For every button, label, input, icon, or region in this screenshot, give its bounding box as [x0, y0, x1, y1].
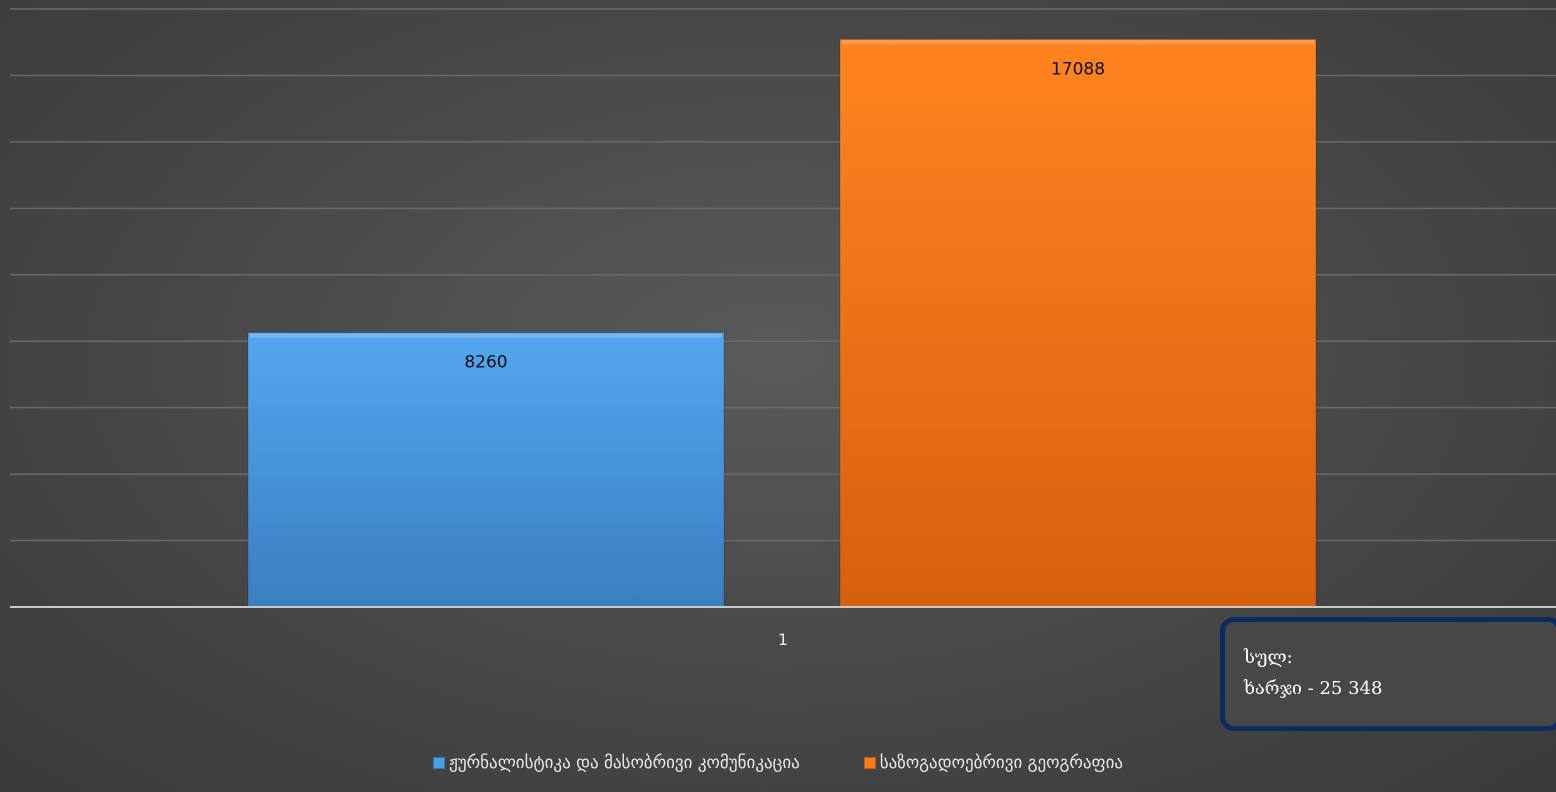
bar-0	[247, 332, 725, 608]
legend: ჟურნალისტიკა და მასობრივი კომუნიკაცია სა…	[0, 750, 1556, 776]
x-tick-label: 1	[778, 630, 788, 649]
annotation-line-total: სულ:	[1244, 647, 1293, 668]
bar-bevel	[250, 333, 722, 338]
bar-data-label: 8260	[464, 353, 507, 373]
annotation-line-cost: ხარჯი - 25 348	[1244, 678, 1383, 699]
bar-data-label: 17088	[1051, 59, 1105, 79]
legend-label: ჟურნალისტიკა და მასობრივი კომუნიკაცია	[448, 753, 800, 773]
bar-chart: 8260 17088 1	[10, 8, 1556, 649]
gridlines	[10, 8, 1556, 542]
legend-item-geography: საზოგადოებრივი გეოგრაფია	[863, 753, 1124, 773]
bar-bevel	[842, 40, 1314, 45]
legend-label: საზოგადოებრივი გეოგრაფია	[879, 753, 1124, 773]
legend-swatch-orange	[863, 757, 876, 769]
legend-swatch-blue	[432, 757, 445, 769]
bars: 8260 17088	[247, 38, 1317, 608]
bar-1	[839, 38, 1317, 608]
total-annotation-box: სულ: ხარჯი - 25 348	[1220, 617, 1556, 731]
legend-item-journalism: ჟურნალისტიკა და მასობრივი კომუნიკაცია	[432, 753, 800, 773]
